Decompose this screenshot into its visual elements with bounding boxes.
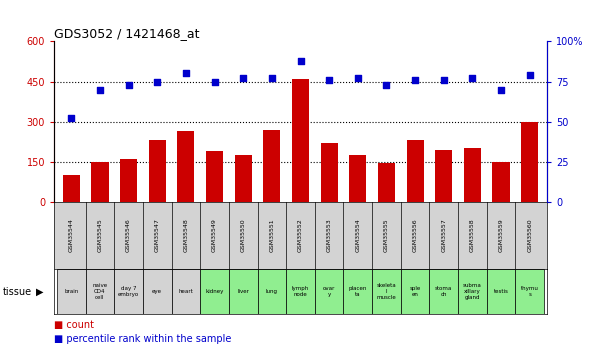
Bar: [148, 140, 166, 202]
Text: kidney: kidney: [206, 289, 224, 294]
Point: [124, 82, 133, 88]
Bar: [487, 269, 516, 314]
Point: [67, 116, 76, 121]
Text: placen
ta: placen ta: [349, 286, 367, 297]
Text: GSM35559: GSM35559: [499, 219, 504, 252]
Text: day 7
embryо: day 7 embryо: [118, 286, 139, 297]
Point: [468, 76, 477, 81]
Point: [181, 71, 191, 76]
Bar: [177, 131, 195, 202]
Point: [353, 76, 362, 81]
Text: tissue: tissue: [3, 287, 32, 296]
Text: lung: lung: [266, 289, 278, 294]
Text: GSM35545: GSM35545: [97, 219, 102, 252]
Bar: [114, 269, 143, 314]
Bar: [349, 155, 367, 202]
Text: subma
xillary
gland: subma xillary gland: [463, 283, 482, 300]
Bar: [406, 140, 424, 202]
Point: [153, 79, 162, 84]
Text: GSM35555: GSM35555: [384, 219, 389, 252]
Text: ▶: ▶: [36, 287, 43, 296]
Point: [210, 79, 219, 84]
Bar: [378, 163, 395, 202]
Bar: [516, 269, 544, 314]
Bar: [57, 269, 85, 314]
Bar: [257, 269, 286, 314]
Text: thymu
s: thymu s: [521, 286, 538, 297]
Text: ■ count: ■ count: [54, 320, 94, 330]
Text: heart: heart: [178, 289, 194, 294]
Text: stoma
ch: stoma ch: [435, 286, 453, 297]
Bar: [234, 155, 252, 202]
Text: liver: liver: [237, 289, 249, 294]
Text: brain: brain: [64, 289, 78, 294]
Text: ovar
y: ovar y: [323, 286, 335, 297]
Point: [325, 77, 334, 83]
Text: ■ percentile rank within the sample: ■ percentile rank within the sample: [54, 334, 231, 344]
Text: skeleta
l
muscle: skeleta l muscle: [377, 283, 396, 300]
Text: GSM35548: GSM35548: [183, 219, 188, 252]
Text: eye: eye: [152, 289, 162, 294]
Text: lymph
node: lymph node: [292, 286, 309, 297]
Text: GSM35560: GSM35560: [527, 219, 532, 252]
Text: GSM35549: GSM35549: [212, 218, 217, 253]
Bar: [430, 269, 458, 314]
Text: GSM35550: GSM35550: [240, 219, 246, 252]
Point: [382, 82, 391, 88]
Text: sple
en: sple en: [409, 286, 421, 297]
Bar: [143, 269, 171, 314]
Bar: [206, 151, 223, 202]
Bar: [292, 79, 309, 202]
Text: GSM35552: GSM35552: [298, 219, 303, 252]
Text: GSM35546: GSM35546: [126, 219, 131, 252]
Bar: [229, 269, 257, 314]
Bar: [63, 175, 80, 202]
Text: GSM35551: GSM35551: [269, 219, 274, 252]
Text: GSM35556: GSM35556: [413, 219, 418, 252]
Bar: [200, 269, 229, 314]
Bar: [315, 269, 344, 314]
Text: GSM35558: GSM35558: [470, 219, 475, 252]
Point: [410, 77, 420, 83]
Bar: [120, 159, 137, 202]
Text: GSM35557: GSM35557: [441, 219, 447, 252]
Text: testis: testis: [493, 289, 508, 294]
Point: [239, 76, 248, 81]
Text: naive
CD4
cell: naive CD4 cell: [93, 283, 108, 300]
Text: GSM35547: GSM35547: [154, 218, 160, 253]
Bar: [372, 269, 401, 314]
Point: [525, 72, 534, 78]
Point: [95, 87, 105, 92]
Bar: [435, 150, 453, 202]
Text: GSM35544: GSM35544: [69, 218, 74, 253]
Bar: [85, 269, 114, 314]
Bar: [401, 269, 430, 314]
Bar: [458, 269, 487, 314]
Bar: [521, 121, 538, 202]
Bar: [263, 130, 281, 202]
Bar: [344, 269, 372, 314]
Point: [296, 58, 305, 63]
Text: GSM35553: GSM35553: [327, 219, 332, 252]
Bar: [91, 162, 109, 202]
Bar: [320, 143, 338, 202]
Point: [267, 76, 276, 81]
Bar: [286, 269, 315, 314]
Bar: [171, 269, 200, 314]
Bar: [464, 148, 481, 202]
Text: GSM35554: GSM35554: [355, 219, 361, 252]
Bar: [492, 162, 510, 202]
Point: [496, 87, 506, 92]
Point: [439, 77, 448, 83]
Text: GDS3052 / 1421468_at: GDS3052 / 1421468_at: [54, 27, 200, 40]
